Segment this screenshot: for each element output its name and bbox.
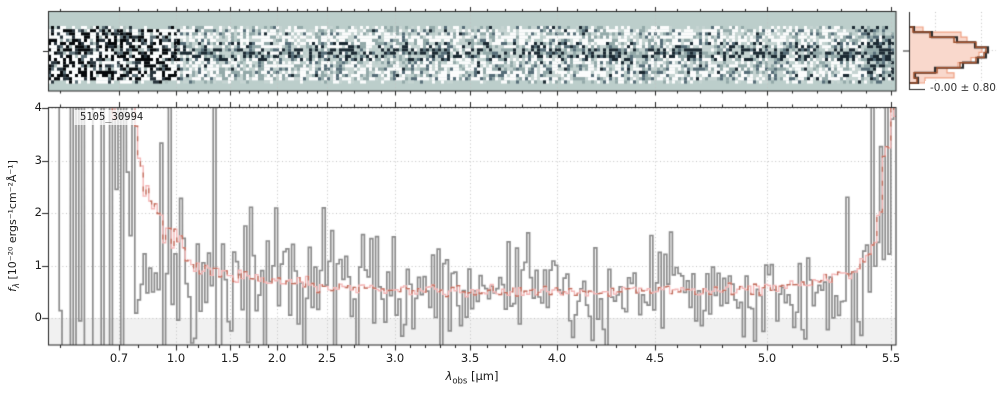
y-tick-label: 1 <box>34 257 42 272</box>
x-tick-label: 1.5 <box>220 351 240 365</box>
x-tick-label: 3.0 <box>385 351 405 365</box>
y-axis-symbol: f <box>5 288 19 292</box>
x-tick-label: 1.0 <box>166 351 186 365</box>
x-tick-label: 2.5 <box>317 351 337 365</box>
x-axis-unit: [μm] <box>467 369 499 383</box>
y-tick-label: 0 <box>34 310 42 324</box>
x-tick-label: 3.5 <box>460 351 480 365</box>
y-tick-label: 3 <box>34 152 42 167</box>
x-tick-label: 5.0 <box>757 351 777 365</box>
y-axis-label: fλ [10⁻²⁰ ergs⁻¹cm⁻²Å⁻¹] <box>6 160 22 292</box>
x-tick-label: 2.0 <box>267 351 287 365</box>
y-tick-label: 4 <box>34 100 42 114</box>
x-tick-label: 0.7 <box>109 351 129 365</box>
x-tick-label: 4.0 <box>547 351 567 365</box>
x-axis-label: λobs [μm] <box>48 369 896 386</box>
y-tick-label: 2 <box>34 205 42 219</box>
y-axis-subscript: λ <box>12 283 23 289</box>
object-id-badge: 5105_30994 <box>74 110 150 125</box>
x-tick-label: 4.5 <box>645 351 665 365</box>
x-axis-symbol: λ <box>445 369 453 383</box>
histogram-stats-label: -0.00 ± 0.80 <box>925 81 996 96</box>
x-axis-subscript: obs <box>452 376 468 387</box>
x-tick-label: 5.5 <box>881 351 901 365</box>
